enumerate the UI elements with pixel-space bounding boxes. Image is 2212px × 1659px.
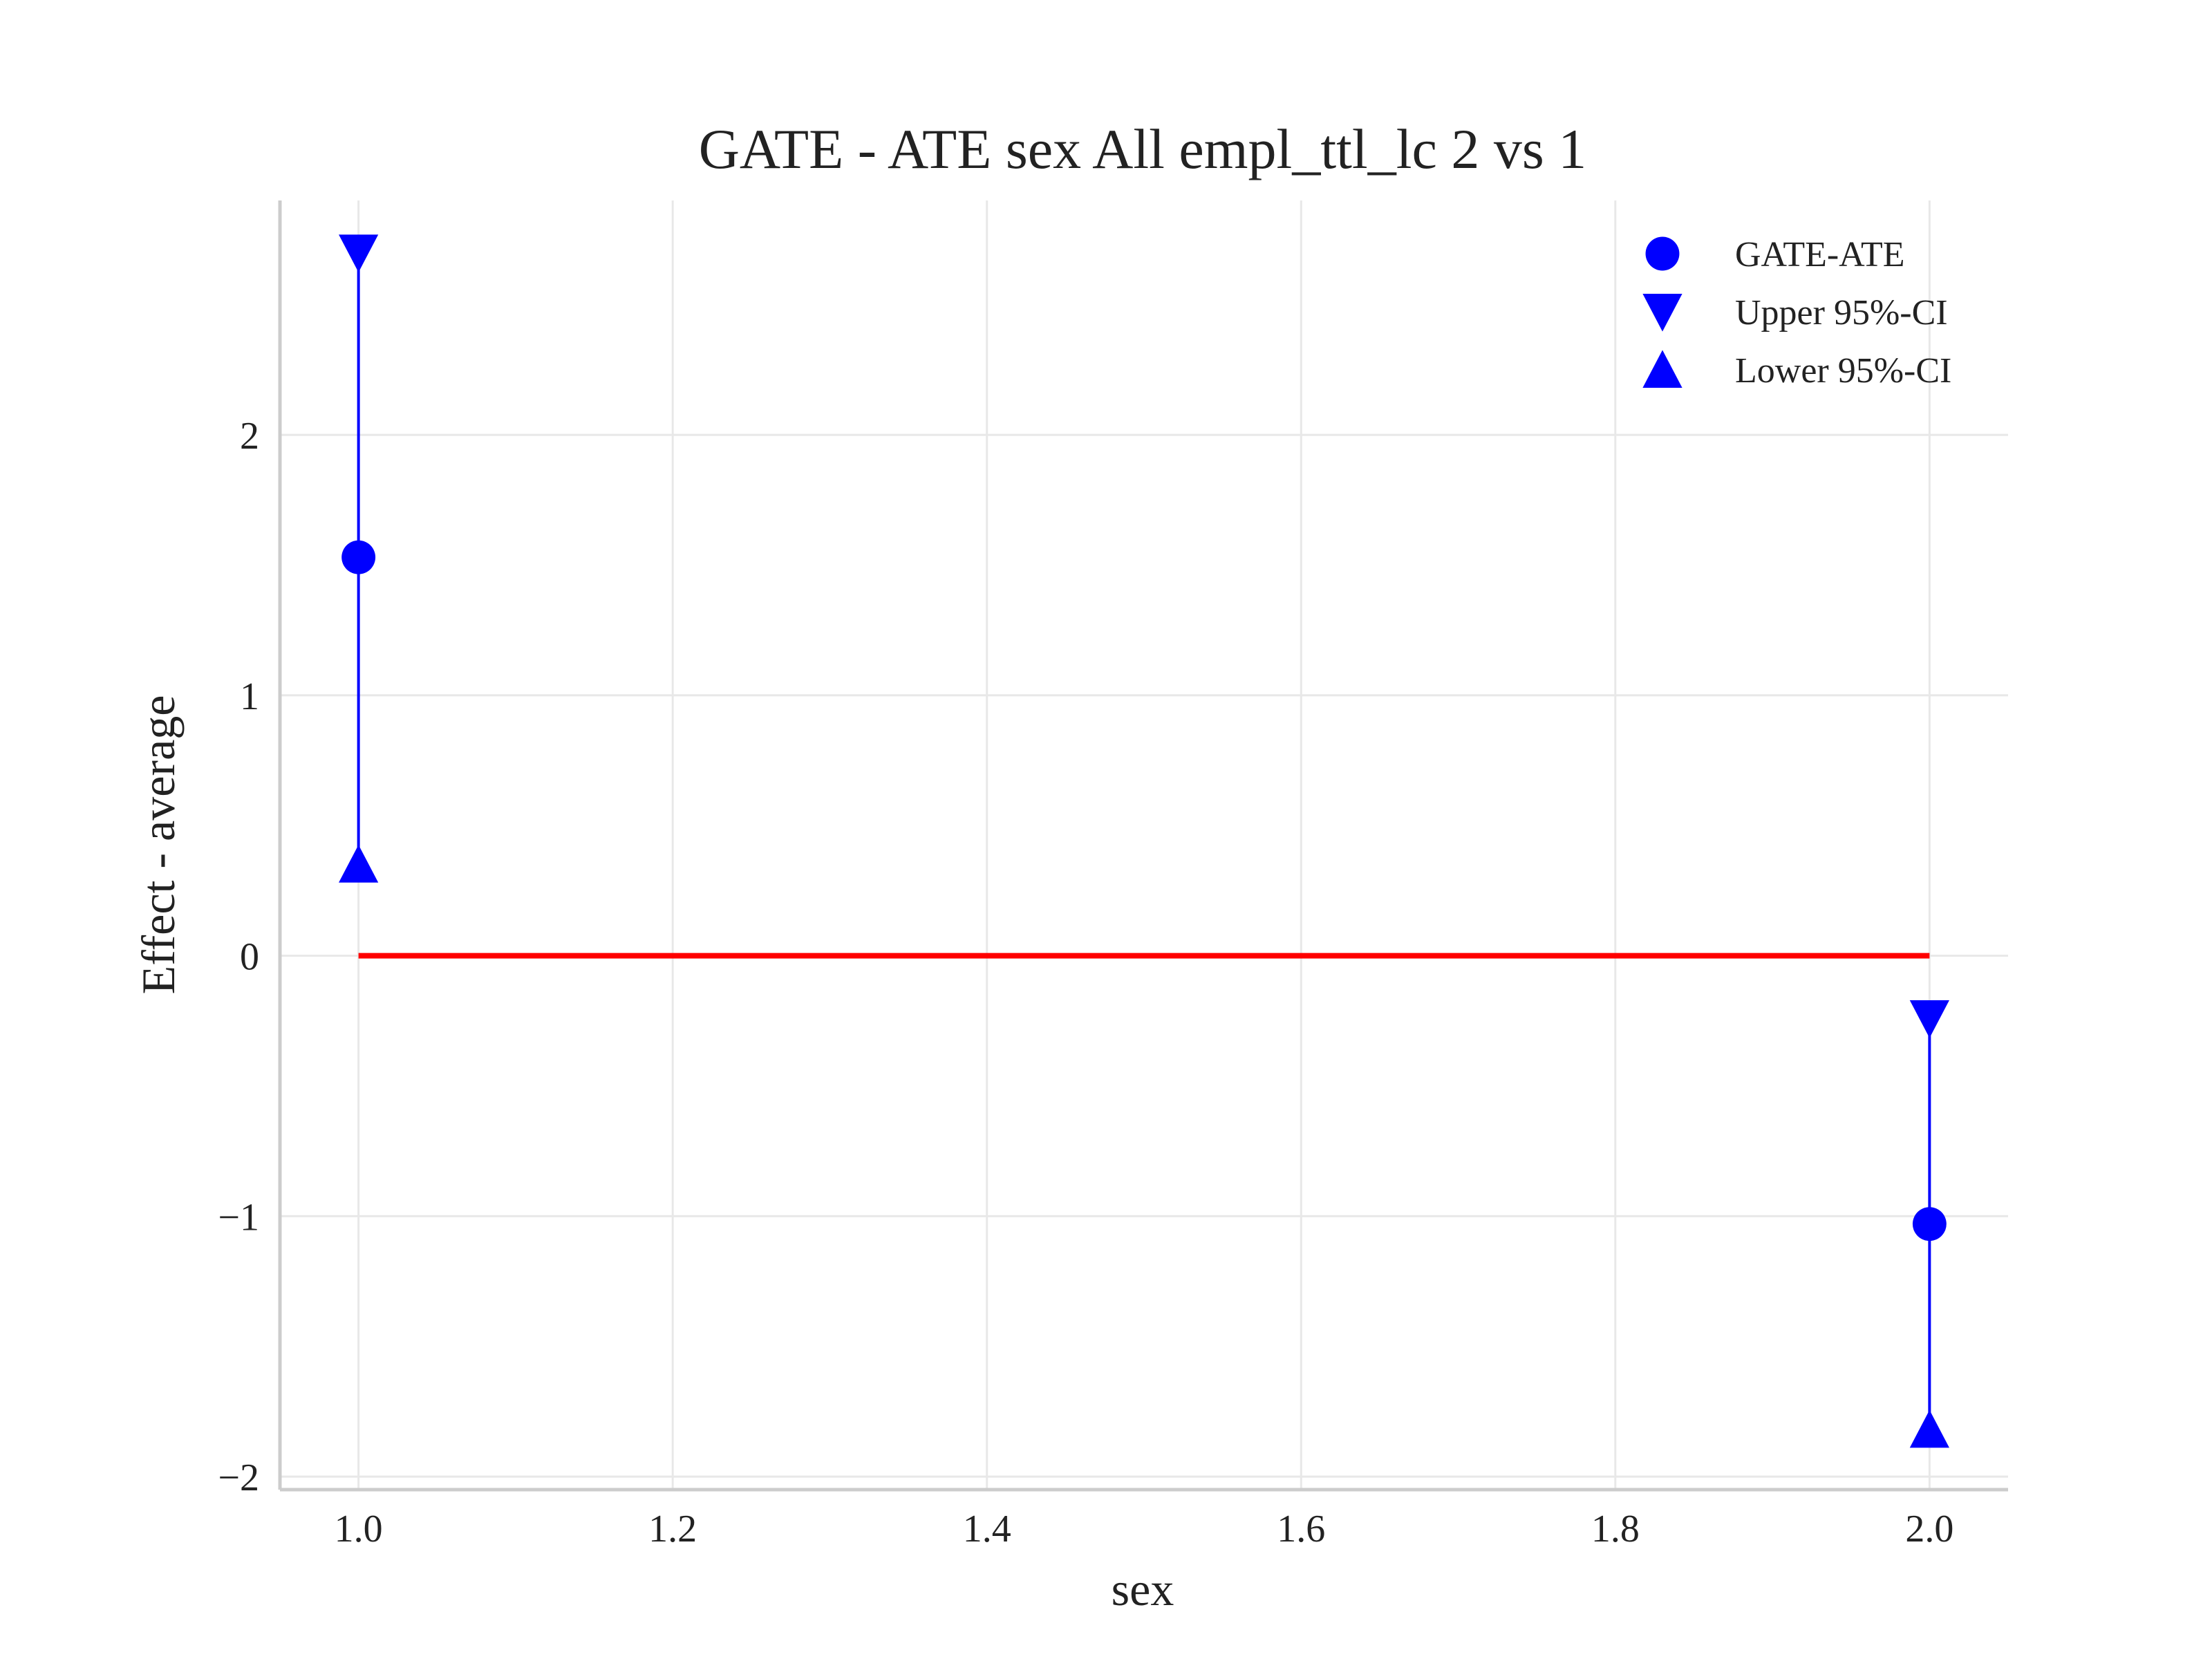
gate-ate-point [1912,1207,1947,1241]
x-tick-labels: 1.0 1.2 1.4 1.6 1.8 2.0 [335,1508,1954,1550]
legend-label: GATE-ATE [1735,235,1905,274]
x-tick-label: 1.2 [648,1508,697,1550]
upper-ci-marker [339,234,379,272]
grid-layer [280,200,2008,1490]
y-tick-label: 2 [240,415,259,458]
y-tick-labels: −2 −1 0 1 2 [218,415,259,1499]
legend-label: Upper 95%-CI [1735,293,1948,332]
lower-ci-marker [339,845,379,883]
lower-ci-marker [1909,1409,1949,1448]
y-tick-label: 0 [240,936,259,979]
chart-title: GATE - ATE sex All empl_ttl_lc 2 vs 1 [699,118,1587,180]
y-tick-label: −2 [218,1456,259,1499]
axis-spines [278,200,2008,1492]
legend-upper-ci-marker [1642,294,1683,332]
legend-label: Lower 95%-CI [1735,351,1951,391]
x-tick-label: 1.0 [335,1508,383,1550]
x-tick-label: 1.4 [963,1508,1011,1550]
x-tick-label: 2.0 [1905,1508,1953,1550]
x-tick-label: 1.6 [1277,1508,1325,1550]
x-tick-label: 1.8 [1591,1508,1640,1550]
legend-gate-ate-point [1645,236,1680,271]
legend-lower-ci-marker [1642,350,1683,388]
y-tick-label: −1 [218,1196,259,1239]
data-markers [339,234,1949,1448]
legend: GATE-ATE Upper 95%-CI Lower 95%-CI [1642,235,1951,391]
confidence-interval-lines [357,252,1931,1430]
gate-ate-point [341,540,376,574]
x-axis-label: sex [1112,1563,1174,1615]
y-tick-label: 1 [240,675,259,718]
y-axis-label: Effect - average [132,695,185,995]
upper-ci-marker [1909,1000,1949,1038]
